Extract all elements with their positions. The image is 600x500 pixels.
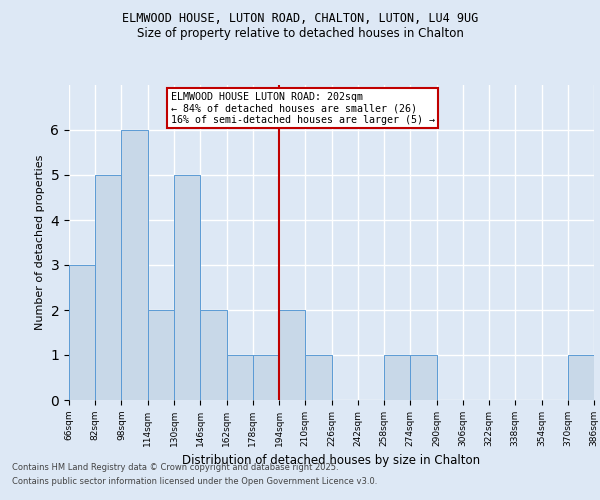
- Bar: [279, 310, 305, 400]
- Bar: [410, 355, 437, 400]
- Bar: [200, 310, 227, 400]
- Bar: [305, 355, 331, 400]
- Bar: [384, 355, 410, 400]
- Text: Contains HM Land Registry data © Crown copyright and database right 2025.: Contains HM Land Registry data © Crown c…: [12, 462, 338, 471]
- Text: ELMWOOD HOUSE, LUTON ROAD, CHALTON, LUTON, LU4 9UG: ELMWOOD HOUSE, LUTON ROAD, CHALTON, LUTO…: [122, 12, 478, 26]
- X-axis label: Distribution of detached houses by size in Chalton: Distribution of detached houses by size …: [182, 454, 481, 468]
- Text: Contains public sector information licensed under the Open Government Licence v3: Contains public sector information licen…: [12, 478, 377, 486]
- Bar: [121, 130, 148, 400]
- Text: ELMWOOD HOUSE LUTON ROAD: 202sqm
← 84% of detached houses are smaller (26)
16% o: ELMWOOD HOUSE LUTON ROAD: 202sqm ← 84% o…: [171, 92, 435, 125]
- Bar: [95, 175, 121, 400]
- Bar: [253, 355, 279, 400]
- Bar: [227, 355, 253, 400]
- Bar: [69, 265, 95, 400]
- Bar: [148, 310, 174, 400]
- Bar: [174, 175, 200, 400]
- Y-axis label: Number of detached properties: Number of detached properties: [35, 155, 45, 330]
- Bar: [568, 355, 594, 400]
- Text: Size of property relative to detached houses in Chalton: Size of property relative to detached ho…: [137, 28, 463, 40]
